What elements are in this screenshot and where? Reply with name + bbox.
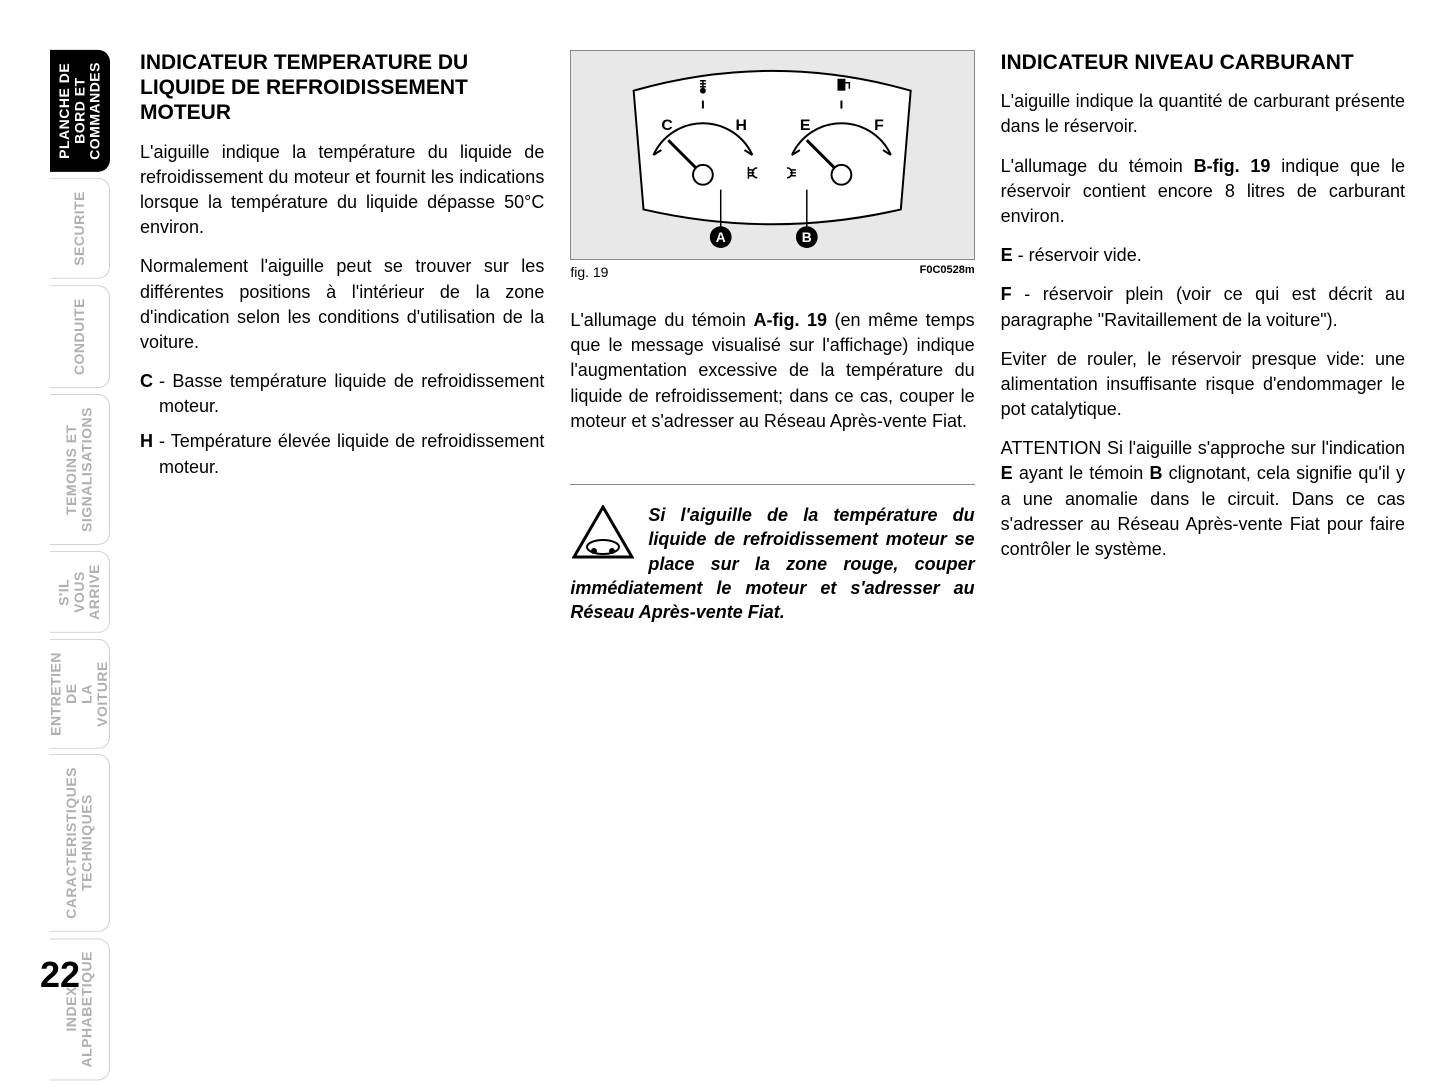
paragraph: L'aiguille indique la quantité de carbur… [1001,89,1405,139]
figure-19: C H E F [570,50,974,260]
definition-c: C - Basse température liquide de refroid… [140,369,544,419]
paragraph: Eviter de rouler, le réservoir presque v… [1001,347,1405,423]
manual-page: PLANCHE DEBORD ETCOMMANDES SECURITE COND… [0,0,1445,1026]
fig-code: F0C0528m [920,264,975,280]
def-text: - réservoir plein (voir ce qui est décri… [1001,284,1405,329]
gauge-label-e: E [800,117,811,134]
warning-icon [570,503,636,563]
tab-sil-vous-arrive[interactable]: S'IL VOUSARRIVE [50,551,110,633]
page-number: 22 [40,954,80,996]
def-letter: C [140,369,153,419]
tab-conduite[interactable]: CONDUITE [50,285,110,388]
def-letter: E [1001,245,1013,265]
definition-e: E - réservoir vide. [1001,243,1405,268]
gauge-label-c: C [662,117,673,134]
tab-planche-de-bord[interactable]: PLANCHE DEBORD ETCOMMANDES [50,50,110,172]
paragraph: L'allumage du témoin A-fig. 19 (en même … [570,308,974,434]
tab-label: PLANCHE DEBORD ETCOMMANDES [57,62,103,160]
tab-label: S'IL VOUSARRIVE [56,564,102,620]
def-text: - réservoir vide. [1013,245,1142,265]
tab-securite[interactable]: SECURITE [50,178,110,279]
sidebar-tabs: PLANCHE DEBORD ETCOMMANDES SECURITE COND… [0,0,110,1026]
gauge-illustration: C H E F [581,61,963,249]
fig-number: fig. 19 [570,264,608,280]
gauge-label-f: F [874,117,884,134]
definition-h: H - Température élevée liquide de refroi… [140,429,544,479]
warning-box: Si l'aiguille de la température du liqui… [570,484,974,624]
definition-f: F - réservoir plein (voir ce qui est déc… [1001,282,1405,332]
tab-label: TEMOINS ETSIGNALISATIONS [64,407,95,532]
paragraph: L'allumage du témoin B-fig. 19 indique q… [1001,154,1405,230]
heading-temp-indicator: INDICATEUR TEMPERATURE DU LIQUIDE DE REF… [140,50,544,126]
figure-caption: fig. 19 F0C0528m [570,264,974,280]
paragraph: L'aiguille indique la température du liq… [140,140,544,241]
paragraph-attention: ATTENTION Si l'aiguille s'approche sur l… [1001,436,1405,562]
page-content: INDICATEUR TEMPERATURE DU LIQUIDE DE REF… [110,0,1445,1026]
tab-label: CONDUITE [72,298,87,375]
tab-caracteristiques[interactable]: CARACTERISTIQUESTECHNIQUES [50,754,110,932]
tab-label: SECURITE [72,191,87,266]
def-letter: F [1001,284,1012,304]
tab-entretien[interactable]: ENTRETIEN DELA VOITURE [50,639,110,749]
column-3: INDICATEUR NIVEAU CARBURANT L'aiguille i… [1001,50,1405,986]
marker-a: A [716,229,726,245]
marker-b: B [802,229,812,245]
column-2: C H E F [570,50,974,986]
paragraph: Normalement l'aiguille peut se trouver s… [140,254,544,355]
tab-label: ENTRETIEN DELA VOITURE [49,652,111,736]
tab-label: CARACTERISTIQUESTECHNIQUES [64,767,95,919]
heading-fuel-indicator: INDICATEUR NIVEAU CARBURANT [1001,50,1405,75]
gauge-label-h: H [736,117,747,134]
def-text: - Température élevée liquide de refroidi… [159,429,544,479]
def-text: - Basse température liquide de refroidis… [159,369,544,419]
tab-temoins[interactable]: TEMOINS ETSIGNALISATIONS [50,394,110,545]
def-letter: H [140,429,153,479]
column-1: INDICATEUR TEMPERATURE DU LIQUIDE DE REF… [140,50,544,986]
